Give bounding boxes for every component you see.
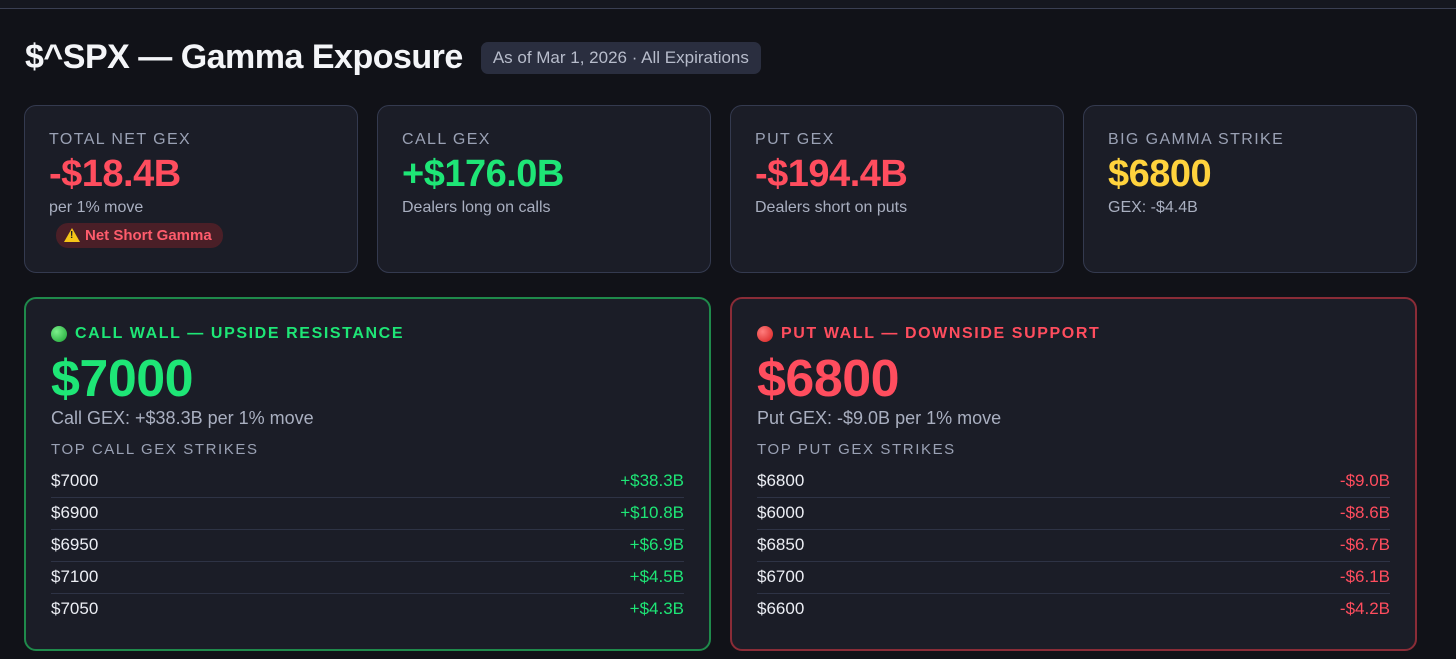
list-item: $6600 -$4.2B bbox=[757, 594, 1390, 625]
stat-value: $6800 bbox=[1108, 153, 1212, 195]
strike-gex: +$38.3B bbox=[620, 471, 684, 491]
put-strikes-list: $6800 -$9.0B $6000 -$8.6B $6850 -$6.7B $… bbox=[757, 466, 1390, 625]
put-wall-subtext: Put GEX: -$9.0B per 1% move bbox=[757, 408, 1002, 429]
list-item: $7100 +$4.5B bbox=[51, 562, 684, 595]
strike-price: $7050 bbox=[51, 599, 99, 619]
stat-card-put-gex: PUT GEX -$194.4B Dealers short on puts bbox=[730, 105, 1064, 273]
strike-price: $6600 bbox=[757, 599, 805, 619]
put-wall-card: PUT WALL — DOWNSIDE SUPPORT $6800 Put GE… bbox=[730, 297, 1417, 651]
stat-subtext: Dealers long on calls bbox=[402, 198, 551, 216]
list-item: $6900 +$10.8B bbox=[51, 498, 684, 531]
strike-gex: -$4.2B bbox=[1339, 599, 1390, 619]
net-short-gamma-badge: Net Short Gamma bbox=[56, 222, 223, 248]
strike-price: $7000 bbox=[51, 471, 99, 491]
call-strikes-list: $7000 +$38.3B $6900 +$10.8B $6950 +$6.9B… bbox=[51, 466, 684, 625]
as-of-badge: As of Mar 1, 2026 · All Expirations bbox=[480, 41, 761, 74]
page-title: $^SPX — Gamma Exposure bbox=[25, 38, 463, 76]
list-item: $6700 -$6.1B bbox=[757, 562, 1390, 595]
list-item: $6950 +$6.9B bbox=[51, 530, 684, 563]
put-wall-heading: PUT WALL — DOWNSIDE SUPPORT bbox=[757, 325, 1390, 343]
strike-price: $6900 bbox=[51, 503, 99, 523]
stat-label: CALL GEX bbox=[402, 131, 491, 148]
put-wall-value: $6800 bbox=[757, 350, 900, 408]
strike-gex: -$9.0B bbox=[1339, 471, 1390, 491]
list-item: $6800 -$9.0B bbox=[757, 466, 1390, 499]
stat-subtext: GEX: -$4.4B bbox=[1108, 198, 1198, 216]
call-wall-subtext: Call GEX: +$38.3B per 1% move bbox=[51, 408, 314, 429]
stat-subtext: Dealers short on puts bbox=[755, 198, 908, 216]
stat-value: +$176.0B bbox=[402, 153, 564, 195]
list-item: $7000 +$38.3B bbox=[51, 466, 684, 499]
put-strikes-label: TOP PUT GEX STRIKES bbox=[757, 441, 956, 459]
call-wall-value: $7000 bbox=[51, 350, 194, 408]
strike-gex: +$10.8B bbox=[620, 503, 684, 523]
strike-price: $7100 bbox=[51, 567, 99, 587]
badge-label: Net Short Gamma bbox=[85, 226, 212, 244]
strike-gex: +$6.9B bbox=[629, 535, 684, 555]
list-item: $6000 -$8.6B bbox=[757, 498, 1390, 531]
stat-card-call-gex: CALL GEX +$176.0B Dealers long on calls bbox=[377, 105, 711, 273]
stat-card-big-gamma-strike: BIG GAMMA STRIKE $6800 GEX: -$4.4B bbox=[1083, 105, 1417, 273]
warning-icon bbox=[64, 228, 80, 243]
header: $^SPX — Gamma Exposure As of Mar 1, 2026… bbox=[25, 38, 761, 77]
stat-subtext: per 1% move bbox=[49, 198, 144, 216]
strike-gex: -$8.6B bbox=[1339, 503, 1390, 523]
strike-price: $6800 bbox=[757, 471, 805, 491]
strike-price: $6950 bbox=[51, 535, 99, 555]
stat-card-total-net-gex: TOTAL NET GEX -$18.4B per 1% move Net Sh… bbox=[24, 105, 358, 273]
strike-gex: -$6.7B bbox=[1339, 535, 1390, 555]
stat-value: -$194.4B bbox=[755, 153, 908, 195]
stat-label: BIG GAMMA STRIKE bbox=[1108, 131, 1285, 148]
strike-price: $6850 bbox=[757, 535, 805, 555]
call-wall-card: CALL WALL — UPSIDE RESISTANCE $7000 Call… bbox=[24, 297, 711, 651]
stat-value: -$18.4B bbox=[49, 153, 181, 195]
call-wall-heading: CALL WALL — UPSIDE RESISTANCE bbox=[51, 325, 684, 343]
put-wall-heading-label: PUT WALL — DOWNSIDE SUPPORT bbox=[781, 325, 1101, 342]
call-strikes-label: TOP CALL GEX STRIKES bbox=[51, 441, 259, 459]
red-circle-icon bbox=[757, 326, 773, 342]
green-circle-icon bbox=[51, 326, 67, 342]
strike-gex: +$4.5B bbox=[629, 567, 684, 587]
stat-label: PUT GEX bbox=[755, 131, 835, 148]
stat-label: TOTAL NET GEX bbox=[49, 131, 192, 148]
strike-price: $6000 bbox=[757, 503, 805, 523]
list-item: $7050 +$4.3B bbox=[51, 594, 684, 625]
top-border bbox=[0, 0, 1456, 9]
call-wall-heading-label: CALL WALL — UPSIDE RESISTANCE bbox=[75, 325, 405, 342]
strike-gex: -$6.1B bbox=[1339, 567, 1390, 587]
list-item: $6850 -$6.7B bbox=[757, 530, 1390, 563]
strike-gex: +$4.3B bbox=[629, 599, 684, 619]
strike-price: $6700 bbox=[757, 567, 805, 587]
